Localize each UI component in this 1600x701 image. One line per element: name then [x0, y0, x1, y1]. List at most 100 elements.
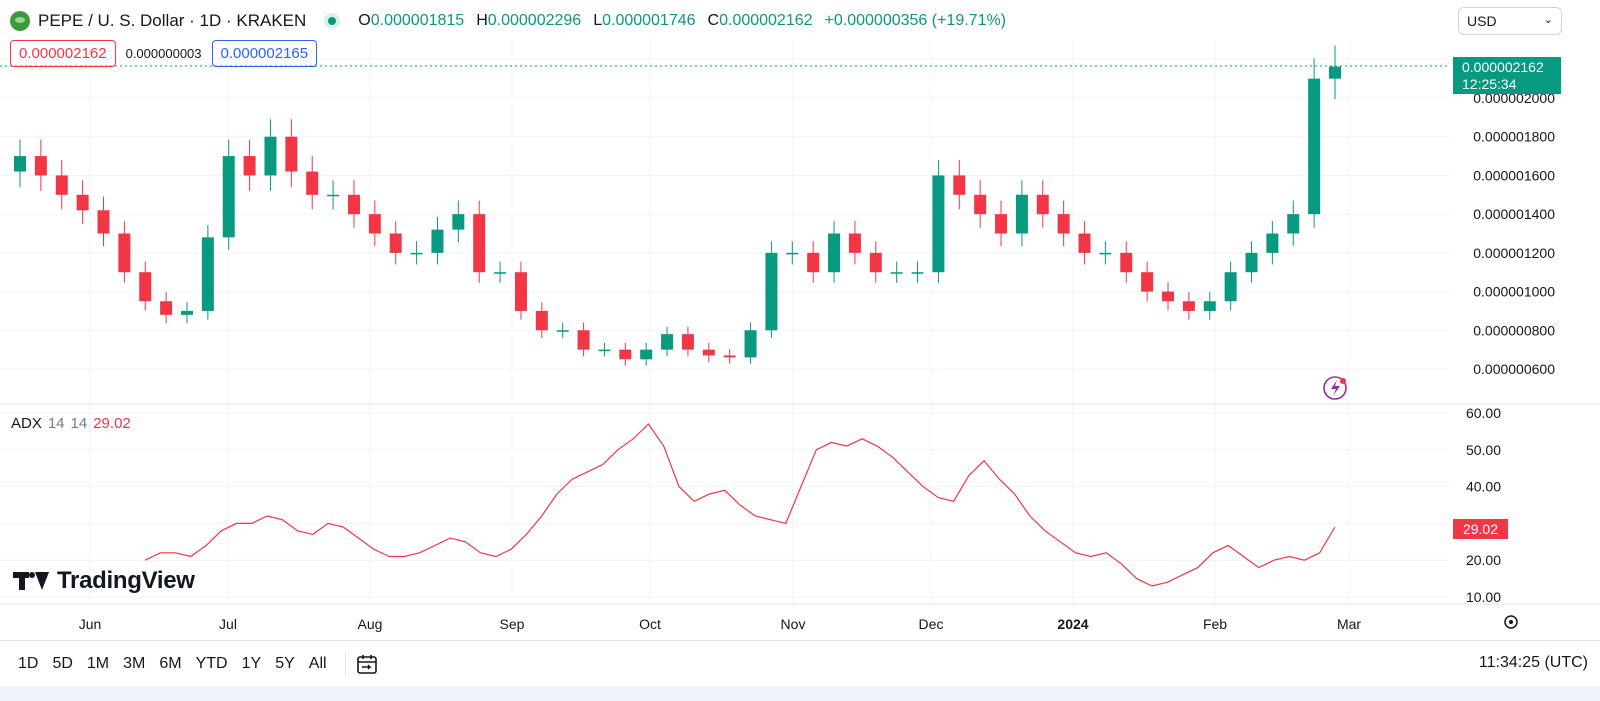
brand-name: TradingView [57, 567, 195, 594]
candle-body [1057, 214, 1070, 234]
candle-body [494, 272, 507, 274]
range-5y-button[interactable]: 5Y [275, 655, 295, 672]
tradingview-logo[interactable]: TradingView [13, 567, 195, 595]
time-tick-label: Mar [1337, 616, 1361, 632]
candle-body [974, 194, 987, 215]
indicator-value: 29.02 [93, 415, 131, 432]
utc-clock[interactable]: 11:34:25 (UTC) [1478, 654, 1588, 671]
candle-body [995, 214, 1008, 234]
candle-body [1036, 194, 1049, 215]
candle-body [828, 233, 841, 273]
ohlc-open: O0.000001815 [358, 12, 465, 29]
time-tick-label: Oct [639, 616, 661, 632]
adx-line [144, 423, 1336, 587]
candle-body [953, 175, 966, 195]
indicator-name: ADX [11, 415, 42, 432]
candle-body [911, 272, 924, 274]
range-5d-button[interactable]: 5D [52, 655, 73, 672]
range-3m-button[interactable]: 3M [123, 655, 146, 672]
ohlc-close: C0.000002162 [707, 12, 813, 29]
ohlc-high: H0.000002296 [476, 12, 582, 29]
price-tick-label: 0.000001600 [1473, 167, 1555, 183]
candle-body [306, 171, 319, 195]
time-tick-label: Nov [781, 616, 806, 632]
range-1d-button[interactable]: 1D [18, 655, 39, 672]
range-6m-button[interactable]: 6M [159, 655, 182, 672]
time-tick-label: Jun [79, 616, 102, 632]
adx-tick-label: 50.00 [1466, 442, 1501, 458]
candle-body [139, 272, 152, 302]
candle-body [786, 252, 799, 255]
candle-body [869, 252, 882, 273]
candle-body [1141, 272, 1154, 292]
range-1m-button[interactable]: 1M [86, 655, 110, 672]
ohlc-low: L0.000001746 [593, 12, 696, 29]
candle-body [1224, 272, 1237, 302]
price-change: +0.000000356 (+19.71%) [824, 12, 1007, 29]
price-tick-label: 0.000001800 [1473, 129, 1555, 145]
candle-body [640, 349, 653, 360]
candle-body [1308, 78, 1321, 215]
candle-body [368, 214, 381, 234]
candle-body [473, 214, 486, 273]
last-price-label: 0.000002162 12:25:34 [1453, 57, 1561, 94]
range-ytd-button[interactable]: YTD [195, 655, 228, 672]
price-tick-label: 0.000002000 [1473, 90, 1555, 106]
range-buttons: 1D 5D 1M 3M 6M YTD 1Y 5Y All [12, 655, 333, 673]
indicator-legend[interactable]: ADX 14 14 29.02 [11, 415, 131, 432]
gear-icon[interactable] [1504, 615, 1518, 629]
adx-last-value-label: 29.02 [1453, 519, 1508, 539]
candle-body [1120, 252, 1133, 273]
footer-strip [0, 686, 1600, 701]
candle-body [661, 334, 674, 350]
candle-body [160, 301, 173, 315]
candle-body [535, 310, 548, 331]
candle-body [347, 194, 360, 215]
candle-body [1266, 233, 1279, 253]
adx-tick-label: 10.00 [1466, 589, 1501, 605]
symbol-header: PEPE / U. S. Dollar · 1D · KRAKEN O0.000… [10, 8, 1006, 34]
time-tick-label: Sep [500, 616, 525, 632]
chevron-down-icon: ⌄ [1543, 14, 1553, 26]
candle-body [34, 156, 47, 176]
candle-body [14, 156, 26, 172]
range-all-button[interactable]: All [308, 655, 327, 672]
candle-body [327, 194, 340, 197]
candle-body [744, 330, 757, 358]
quote-row: 0.000002162 0.000000003 0.000002165 [10, 40, 318, 67]
price-tick-label: 0.000001400 [1473, 206, 1555, 222]
tradingview-mark-icon [13, 570, 49, 592]
candle-body [1245, 252, 1258, 273]
spread-value: 0.000000003 [125, 46, 202, 61]
lightning-icon [1323, 376, 1347, 400]
bottom-toolbar: 1D 5D 1M 3M 6M YTD 1Y 5Y All 11:34:25 (U… [0, 640, 1600, 687]
adx-tick-label: 40.00 [1466, 479, 1501, 495]
candle-body [1078, 233, 1091, 253]
candle-body [1287, 214, 1300, 234]
notification-dot-icon [1340, 378, 1346, 384]
sell-price-button[interactable]: 0.000002162 [10, 40, 116, 67]
price-tick-label: 0.000000600 [1473, 361, 1555, 377]
time-tick-label: Dec [919, 616, 944, 632]
lightning-bolt-icon [1331, 380, 1340, 396]
toolbar-divider [344, 651, 346, 677]
symbol-title[interactable]: PEPE / U. S. Dollar · 1D · KRAKEN [38, 11, 307, 30]
candle-body [1162, 291, 1175, 302]
candle-body [285, 136, 298, 172]
buy-price-button[interactable]: 0.000002165 [211, 40, 318, 67]
price-tick-label: 0.000000800 [1473, 322, 1555, 338]
gear-center-icon [1509, 620, 1513, 624]
adx-tick-label: 60.00 [1466, 405, 1501, 421]
calendar-goto-icon[interactable] [356, 653, 378, 675]
candle-body [243, 156, 256, 176]
time-tick-label: Jul [219, 616, 237, 632]
candle-body [598, 349, 611, 352]
candle-body [118, 233, 131, 273]
range-1y-button[interactable]: 1Y [241, 655, 262, 672]
candle-body [1329, 66, 1341, 79]
candle-body [389, 233, 402, 253]
candle-body [97, 210, 110, 234]
candle-body [1099, 252, 1112, 255]
currency-select[interactable]: USD ⌄ [1458, 7, 1562, 35]
